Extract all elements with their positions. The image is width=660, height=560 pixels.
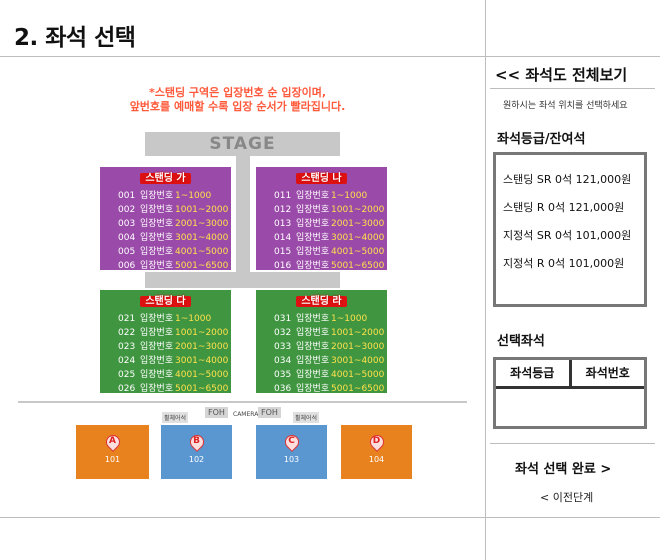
runway [236,156,250,274]
foh-label-right: FOH [258,407,281,418]
block-row[interactable]: 002 입장번호 1001~2000 [118,205,229,215]
block-row[interactable]: 035 입장번호 4001~5000 [274,370,385,380]
block-row[interactable]: 022 입장번호 1001~2000 [118,328,229,338]
standing-block-na[interactable]: 스탠딩 나 011 입장번호 1~1000 012 입장번호 1001~2000 013 입장번… [256,167,387,271]
block-row[interactable]: 004 입장번호 3001~4000 [118,233,229,243]
block-row[interactable]: 026 입장번호 5001~6500 [118,384,229,394]
col-grade: 좌석등급 [510,366,555,380]
section-number: 102 [188,455,205,464]
standing-block-ra[interactable]: 스탠딩 라 031 입장번호 1~1000 032 입장번호 1001~2000 033 입장번… [256,290,387,394]
selected-heading: 선택좌석 [497,334,545,349]
section-number: 101 [104,455,121,464]
location-pin-icon: A [102,432,123,455]
block-row[interactable]: 012 입장번호 1001~2000 [274,205,385,215]
grade-item: 스탠딩 SR 0석 121,000원 [503,173,632,186]
block-row[interactable]: 015 입장번호 4001~5000 [274,247,385,257]
section-number: 104 [368,455,385,464]
block-row[interactable]: 032 입장번호 1001~2000 [274,328,385,338]
block-row[interactable]: 013 입장번호 2001~3000 [274,219,385,229]
runway-cross [145,272,340,288]
complete-selection-button[interactable]: 좌석 선택 완료 > [515,462,612,477]
page-title: 2. 좌석 선택 [14,25,136,51]
block-row[interactable]: 031 입장번호 1~1000 [274,314,368,324]
foh-label-left: FOH [205,407,228,418]
sidebar-divider-top [490,88,655,89]
header-divider [0,56,660,57]
notice-line-2: 앞번호를 예매할 수록 입장 순서가 빨라집니다. [129,100,346,113]
block-row[interactable]: 011 입장번호 1~1000 [274,191,368,201]
section-a[interactable]: A 101 [76,425,149,479]
grade-list: 스탠딩 SR 0석 121,000원 스탠딩 R 0석 121,000원 지정석… [493,152,647,307]
camera-label: CAMERA [233,411,259,418]
block-row[interactable]: 014 입장번호 3001~4000 [274,233,385,243]
notice-line-1: *스탠딩 구역은 입장번호 순 입장이며, [148,86,327,99]
section-number: 103 [283,455,300,464]
selected-seat-table: 좌석등급 좌석번호 [493,357,647,429]
block-title: 스탠딩 가 [100,169,231,184]
select-hint: 원하시는 좌석 위치를 선택하세요 [503,101,628,111]
block-title: 스탠딩 다 [100,292,231,307]
block-row[interactable]: 034 입장번호 3001~4000 [274,356,385,366]
block-title: 스탠딩 나 [256,169,387,184]
column-divider [485,0,486,560]
block-row[interactable]: 023 입장번호 2001~3000 [118,342,229,352]
standing-block-da[interactable]: 스탠딩 다 021 입장번호 1~1000 022 입장번호 1001~2000 023 입장번… [100,290,231,394]
block-row[interactable]: 021 입장번호 1~1000 [118,314,212,324]
wheelchair-label-right: 휠체어석 [293,412,320,423]
block-row[interactable]: 006 입장번호 5001~6500 [118,261,229,271]
block-row[interactable]: 016 입장번호 5001~6500 [274,261,385,271]
block-row[interactable]: 003 입장번호 2001~3000 [118,219,229,229]
selected-seat-header: 좌석등급 좌석번호 [496,360,644,389]
section-c[interactable]: C 103 [256,425,327,479]
stage: STAGE [145,132,340,156]
col-separator [568,360,572,386]
section-d[interactable]: D 104 [341,425,412,479]
block-row[interactable]: 001 입장번호 1~1000 [118,191,212,201]
block-row[interactable]: 036 입장번호 5001~6500 [274,384,385,394]
wheelchair-label-left: 휠체어석 [162,412,189,423]
block-title: 스탠딩 라 [256,292,387,307]
block-row[interactable]: 025 입장번호 4001~5000 [118,370,229,380]
location-pin-icon: B [186,432,207,455]
block-row[interactable]: 033 입장번호 2001~3000 [274,342,385,352]
sidebar-divider-bottom [490,443,655,444]
grade-heading: 좌석등급/잔여석 [497,132,586,147]
previous-step-button[interactable]: < 이전단계 [540,491,594,504]
floor-divider [18,401,467,403]
location-pin-icon: D [366,432,387,455]
block-row[interactable]: 024 입장번호 3001~4000 [118,356,229,366]
section-b[interactable]: B 102 [161,425,232,479]
grade-item: 지정석 SR 0석 101,000원 [503,229,632,242]
full-view-link[interactable]: << 좌석도 전체보기 [495,66,628,84]
grade-item: 지정석 R 0석 101,000원 [503,257,625,270]
footer-divider [0,517,660,518]
block-row[interactable]: 005 입장번호 4001~5000 [118,247,229,257]
grade-item: 스탠딩 R 0석 121,000원 [503,201,625,214]
col-number: 좌석번호 [585,366,630,380]
location-pin-icon: C [281,432,302,455]
standing-block-ga[interactable]: 스탠딩 가 001 입장번호 1~1000 002 입장번호 1001~2000 003 입장번… [100,167,231,271]
